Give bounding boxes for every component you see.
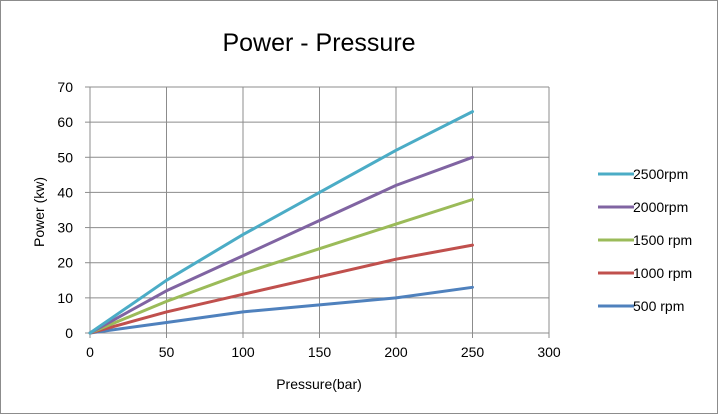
series-line-1000rpm — [88, 243, 474, 335]
y-tick-label: 20 — [57, 255, 73, 271]
y-tick-label: 30 — [57, 220, 73, 236]
axes — [85, 86, 550, 338]
series-line-1500rpm — [88, 198, 474, 335]
series-line-2500rpm — [88, 110, 474, 335]
grid-lines — [90, 86, 550, 333]
chart-title: Power - Pressure — [222, 29, 415, 57]
x-tick-label: 300 — [537, 344, 561, 360]
x-tick-label: 150 — [308, 344, 332, 360]
tick-labels: 0 10 20 30 40 50 60 70 0 50 100 150 200 250 300 — [57, 79, 560, 360]
series-lines — [88, 110, 474, 335]
legend-label: 1000 rpm — [633, 265, 692, 281]
legend-label: 1500 rpm — [633, 232, 692, 248]
y-tick-label: 70 — [57, 79, 73, 95]
legend-label: 500 rpm — [633, 298, 684, 314]
x-tick-label: 50 — [159, 344, 175, 360]
x-tick-label: 200 — [384, 344, 408, 360]
legend-label: 2500rpm — [633, 166, 688, 182]
legend-label: 2000rpm — [633, 199, 688, 215]
x-tick-label: 100 — [231, 344, 255, 360]
legend: 2500rpm 2000rpm 1500 rpm 1000 rpm 500 rpm — [598, 166, 692, 314]
x-tick-label: 250 — [461, 344, 485, 360]
x-tick-label: 0 — [86, 344, 94, 360]
x-axis-title: Pressure(bar) — [276, 376, 362, 392]
y-tick-label: 10 — [57, 290, 73, 306]
y-tick-label: 40 — [57, 184, 73, 200]
y-tick-label: 0 — [65, 325, 73, 341]
series-line-2000rpm — [88, 155, 474, 335]
y-tick-label: 60 — [57, 114, 73, 130]
series-line-500rpm — [88, 285, 474, 335]
y-axis-title: Power (kw) — [31, 177, 47, 247]
y-tick-label: 50 — [57, 149, 73, 165]
